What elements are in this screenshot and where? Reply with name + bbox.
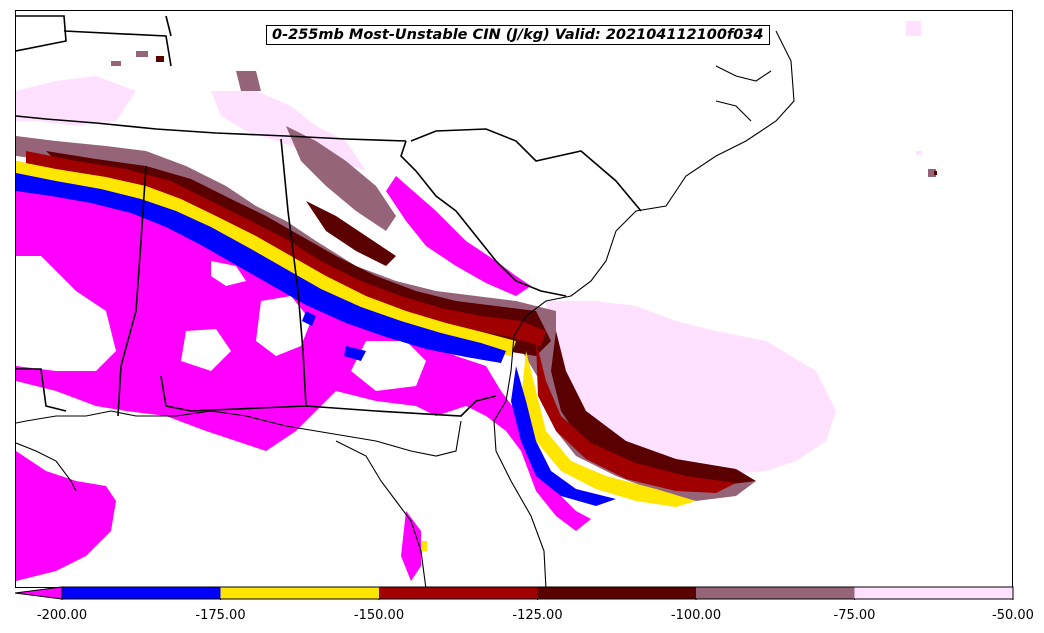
colorbar-bin (379, 587, 538, 599)
tick-label: -75.00 (833, 608, 876, 623)
tick-label: -175.00 (195, 608, 246, 623)
cin-mauve-band (16, 71, 756, 501)
colorbar-bin (537, 587, 696, 599)
tick-label: -50.00 (992, 608, 1034, 623)
cin-scattered-spots (111, 51, 937, 551)
coastline (16, 30, 795, 587)
colorbar (15, 586, 1014, 600)
state-boundaries (16, 15, 642, 417)
colorbar-bin (854, 587, 1013, 599)
tick-label: -100.00 (670, 608, 722, 623)
colorbar-bins (62, 587, 1013, 599)
tick-label: -125.00 (512, 608, 563, 623)
cin-white-holes (16, 256, 426, 391)
map-frame: 0-255mb Most-Unstable CIN (J/kg) Valid: … (15, 10, 1013, 588)
cin-map (16, 15, 937, 587)
cin-blue-band (16, 173, 616, 506)
cin-red-band (26, 151, 736, 493)
tick-label: -150.00 (353, 608, 405, 623)
colorbar-extend-triangle (15, 587, 62, 599)
colorbar-bin (220, 587, 379, 599)
colorbar-ticks (61, 599, 1014, 600)
tick-label: -200.00 (36, 608, 88, 623)
cin-magenta-regions (16, 161, 591, 581)
colorbar-bin (696, 587, 855, 599)
colorbar-bin (62, 587, 221, 599)
map-title: 0-255mb Most-Unstable CIN (J/kg) Valid: … (266, 25, 770, 45)
